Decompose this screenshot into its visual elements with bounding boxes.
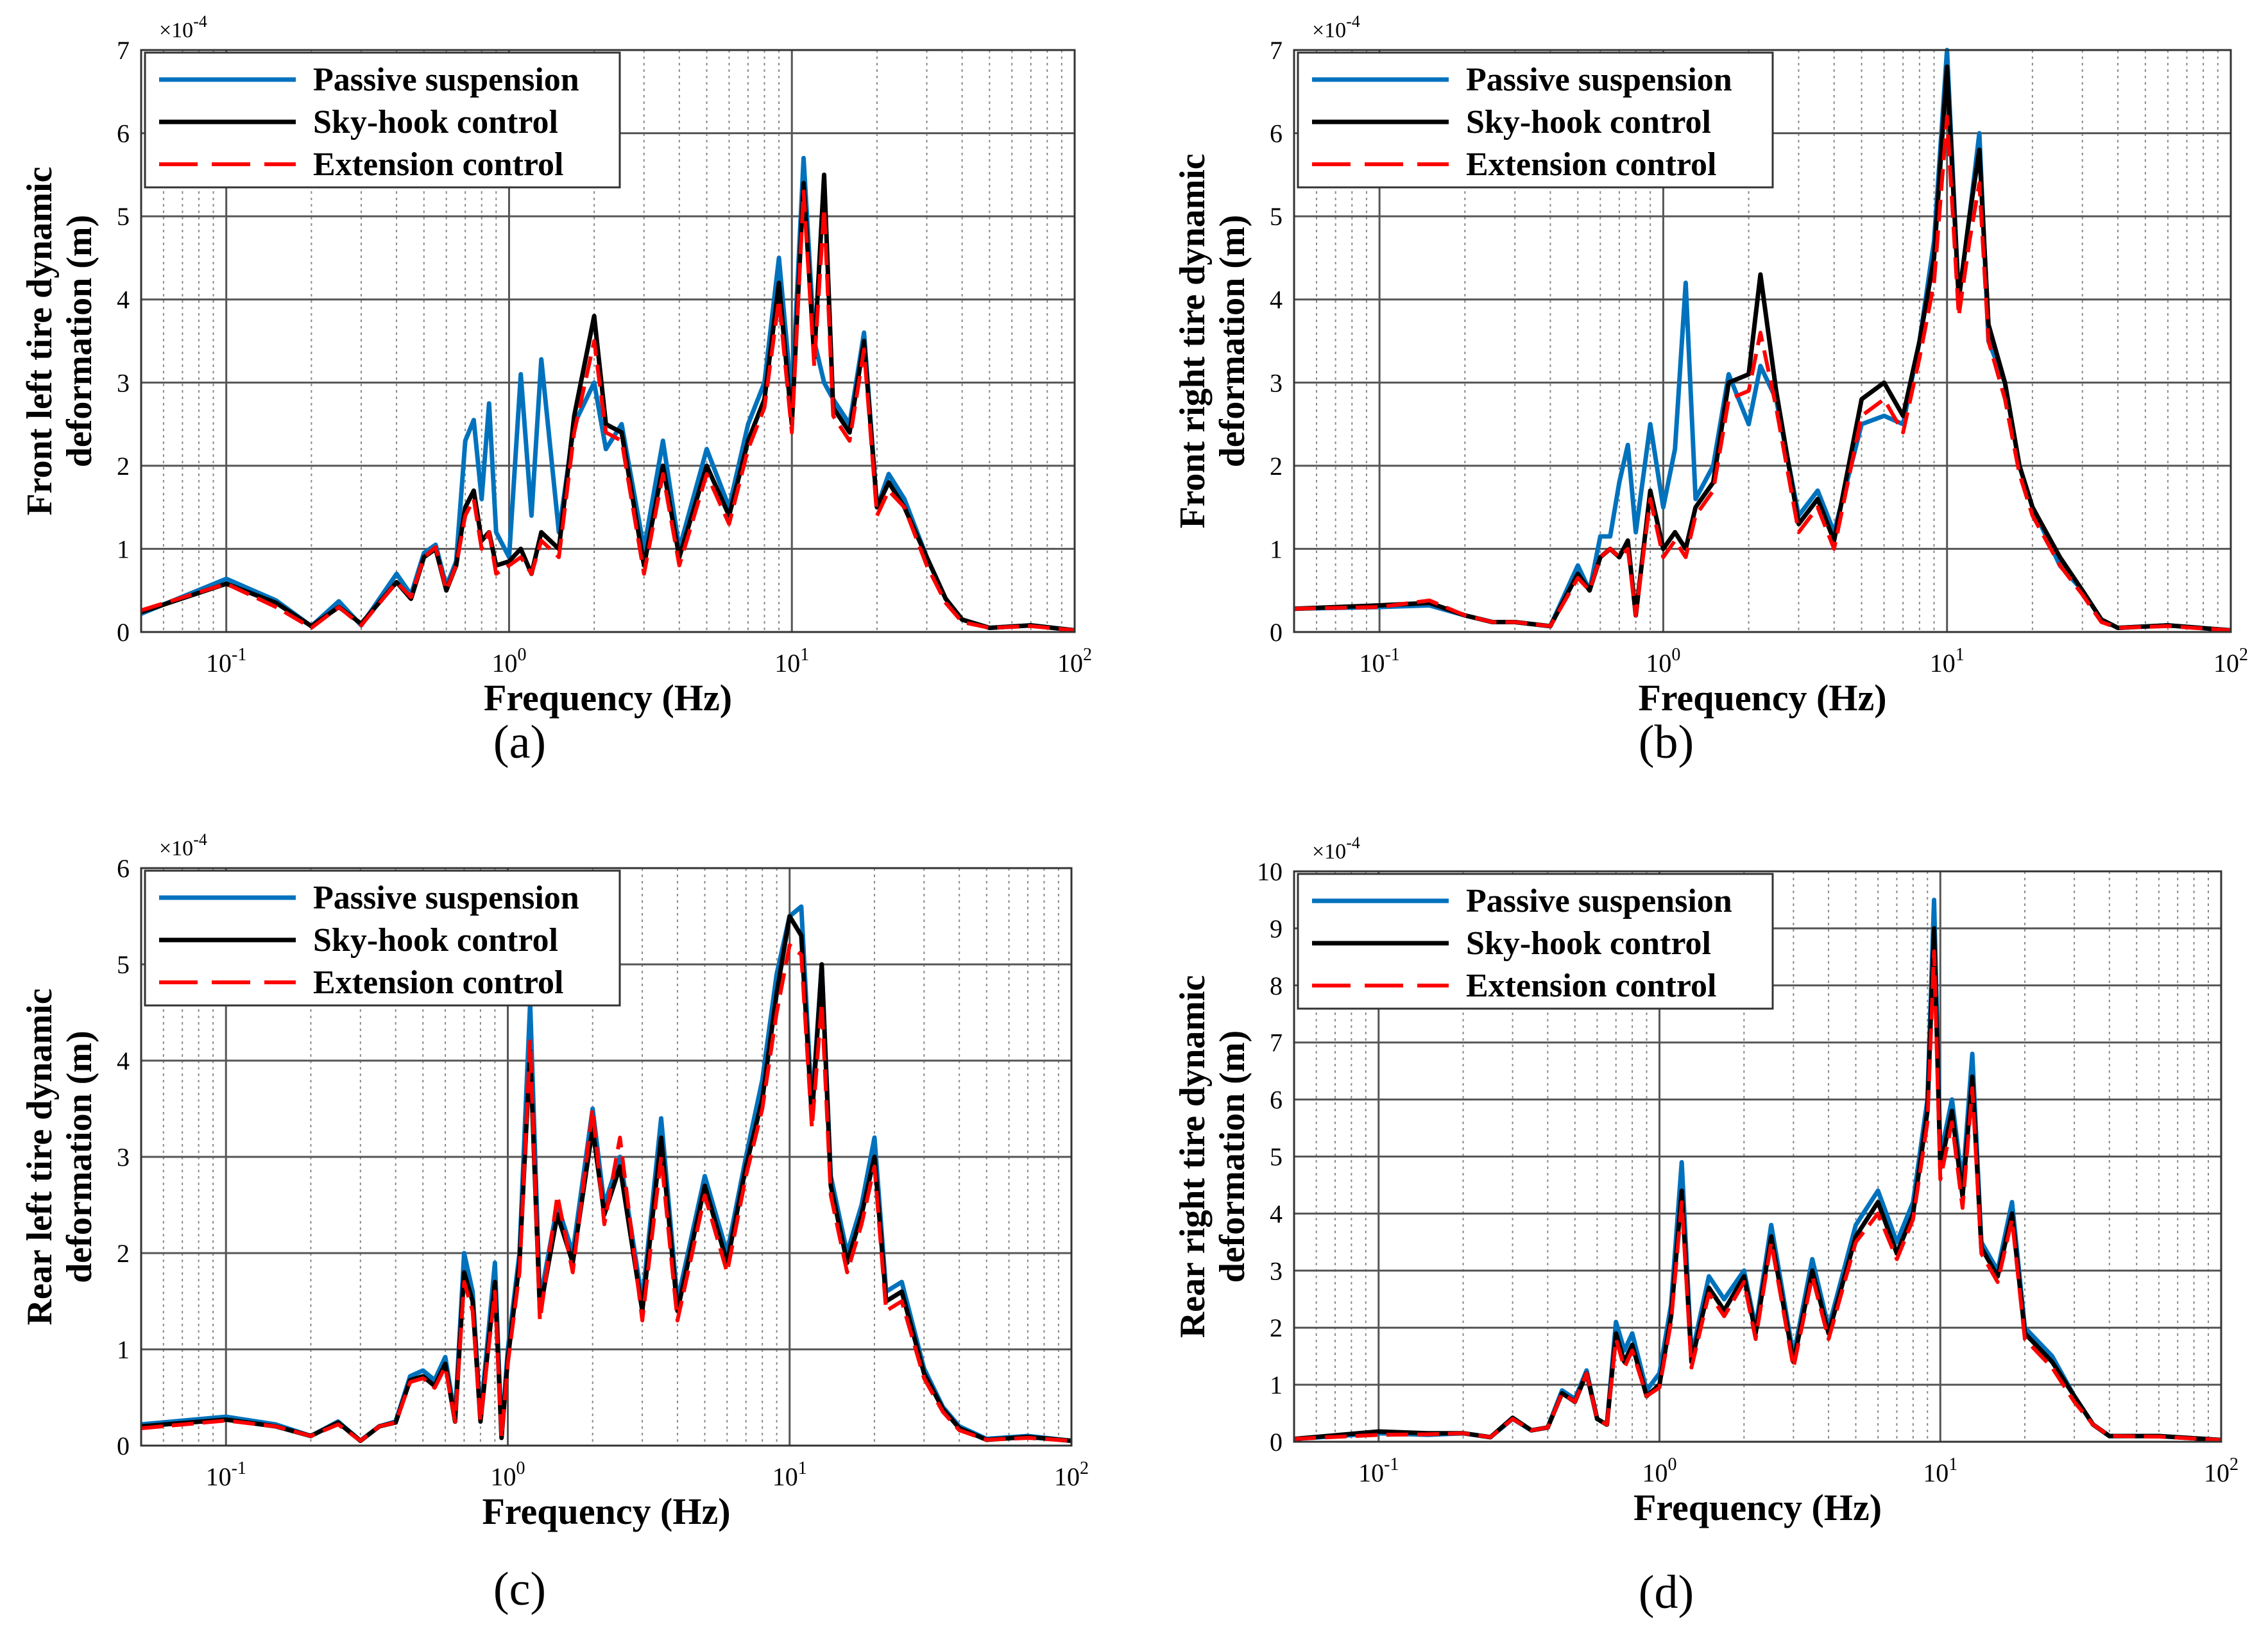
chart-panel: 0 1 2 3 4 5 6 7 10-1 100 101 102 ×10-4 Frequency (Hz)… bbox=[1134, 0, 2267, 825]
y-tick-label: 5 bbox=[117, 950, 130, 979]
legend-label: Passive suspension bbox=[313, 62, 579, 98]
subfigure-caption: (d) bbox=[1638, 1566, 1694, 1619]
legend-label: Extension control bbox=[1466, 968, 1717, 1004]
x-axis-label: Frequency (Hz) bbox=[1638, 677, 1886, 719]
y-tick-label: 3 bbox=[117, 368, 130, 397]
series-line bbox=[141, 189, 1075, 633]
x-tick-label: 10-1 bbox=[206, 645, 246, 678]
x-tick-label: 101 bbox=[1923, 1455, 1957, 1487]
y-tick-label: 6 bbox=[117, 119, 130, 148]
y-tick-label: 7 bbox=[1270, 36, 1283, 65]
y-tick-label: 6 bbox=[1270, 119, 1283, 148]
y-tick-label: 10 bbox=[1257, 857, 1283, 886]
x-tick-label: 10-1 bbox=[206, 1458, 246, 1491]
y-tick-label: 5 bbox=[1270, 202, 1283, 231]
axes-frame bbox=[140, 867, 1073, 1447]
y-exponent-label: ×10-4 bbox=[159, 830, 207, 860]
x-tick-label: 102 bbox=[1054, 1458, 1089, 1491]
chart-svg: 0 1 2 3 4 5 6 7 10-1 100 101 102 ×10-4 Frequency (Hz)… bbox=[20, 12, 1092, 719]
y-tick-label: 5 bbox=[1270, 1143, 1283, 1172]
y-tick-label: 2 bbox=[1270, 452, 1283, 481]
x-tick-label: 100 bbox=[491, 645, 526, 678]
legend-label: Passive suspension bbox=[313, 880, 579, 916]
y-exponent-label: ×10-4 bbox=[1312, 12, 1360, 42]
x-tick-label: 102 bbox=[2204, 1455, 2238, 1487]
chart-panel: 0 1 2 3 4 5 6 10-1 100 101 102 ×10-4 Frequency (Hz) R… bbox=[0, 825, 1134, 1649]
x-tick-label: 100 bbox=[1646, 645, 1680, 678]
y-axis-label: deformation (m) bbox=[1213, 215, 1252, 467]
y-tick-label: 5 bbox=[117, 202, 130, 231]
y-axis-label: Rear right tire dynamic bbox=[1173, 975, 1213, 1338]
y-tick-label: 3 bbox=[1270, 1256, 1283, 1285]
subfigure-caption: (c) bbox=[493, 1563, 547, 1616]
x-axis-label: Frequency (Hz) bbox=[482, 1491, 730, 1532]
y-exponent-label: ×10-4 bbox=[1312, 833, 1360, 864]
legend-label: Sky-hook control bbox=[313, 922, 558, 959]
y-axis-label: deformation (m) bbox=[1213, 1030, 1252, 1283]
legend-label: Extension control bbox=[313, 146, 564, 183]
x-tick-label: 102 bbox=[2213, 645, 2248, 678]
x-tick-label: 101 bbox=[772, 1458, 807, 1491]
y-tick-label: 7 bbox=[117, 36, 130, 65]
x-tick-label: 101 bbox=[1930, 645, 1965, 678]
chart-panel: 0 1 2 3 4 5 6 7 8 9 10 10-1 100 101 102 ×10-4 Frequency … bbox=[1134, 825, 2267, 1649]
legend-label: Sky-hook control bbox=[1466, 925, 1711, 962]
y-tick-label: 0 bbox=[1270, 618, 1283, 647]
y-tick-label: 3 bbox=[1270, 368, 1283, 397]
y-tick-label: 6 bbox=[117, 854, 130, 883]
subfigure-caption: (b) bbox=[1638, 716, 1694, 769]
y-tick-label: 0 bbox=[117, 618, 130, 647]
x-axis-label: Frequency (Hz) bbox=[1633, 1487, 1882, 1528]
y-tick-label: 4 bbox=[1270, 1199, 1283, 1228]
x-tick-label: 102 bbox=[1057, 645, 1092, 678]
axes-frame bbox=[1293, 870, 2222, 1443]
y-axis-label: Rear left tire dynamic bbox=[20, 988, 60, 1325]
legend-label: Passive suspension bbox=[1466, 62, 1732, 98]
y-tick-label: 1 bbox=[1270, 1371, 1283, 1399]
x-tick-label: 100 bbox=[490, 1458, 525, 1491]
y-exponent-label: ×10-4 bbox=[159, 12, 207, 42]
y-tick-label: 2 bbox=[1270, 1313, 1283, 1342]
y-axis-label: deformation (m) bbox=[60, 1030, 99, 1283]
y-axis-label: Front right tire dynamic bbox=[1173, 153, 1213, 528]
y-tick-label: 9 bbox=[1270, 914, 1283, 943]
x-tick-label: 10-1 bbox=[1358, 1455, 1399, 1487]
y-tick-label: 8 bbox=[1270, 971, 1283, 1000]
axes-frame bbox=[1293, 49, 2232, 633]
axes-frame bbox=[140, 49, 1076, 633]
y-axis-label: Front left tire dynamic bbox=[20, 167, 60, 516]
y-tick-label: 4 bbox=[117, 1047, 130, 1075]
y-tick-label: 6 bbox=[1270, 1086, 1283, 1115]
chart-svg: 0 1 2 3 4 5 6 10-1 100 101 102 ×10-4 Frequency (Hz) R… bbox=[20, 830, 1089, 1532]
series-line bbox=[140, 172, 1075, 633]
y-tick-label: 1 bbox=[117, 1335, 130, 1364]
series-line bbox=[1293, 949, 2222, 1442]
y-tick-label: 2 bbox=[117, 452, 130, 481]
y-tick-label: 4 bbox=[1270, 286, 1283, 314]
legend-label: Sky-hook control bbox=[313, 104, 558, 141]
series-line bbox=[141, 943, 1072, 1443]
y-tick-label: 4 bbox=[117, 286, 130, 314]
legend-label: Passive suspension bbox=[1466, 883, 1732, 919]
y-tick-label: 3 bbox=[117, 1143, 130, 1172]
y-tick-label: 1 bbox=[1270, 534, 1283, 563]
legend-label: Sky-hook control bbox=[1466, 104, 1711, 141]
legend-label: Extension control bbox=[1466, 146, 1717, 183]
y-tick-label: 2 bbox=[117, 1239, 130, 1268]
subfigure-caption: (a) bbox=[493, 716, 547, 769]
chart-panel: 0 1 2 3 4 5 6 7 10-1 100 101 102 ×10-4 Frequency (Hz)… bbox=[0, 0, 1134, 825]
chart-svg: 0 1 2 3 4 5 6 7 8 9 10 10-1 100 101 102 ×10-4 Frequency … bbox=[1173, 833, 2238, 1528]
y-tick-label: 7 bbox=[1270, 1029, 1283, 1057]
legend-label: Extension control bbox=[313, 964, 564, 1001]
chart-svg: 0 1 2 3 4 5 6 7 10-1 100 101 102 ×10-4 Frequency (Hz)… bbox=[1173, 12, 2248, 719]
series-line bbox=[1293, 114, 2231, 633]
y-tick-label: 0 bbox=[117, 1431, 130, 1460]
y-tick-label: 1 bbox=[117, 534, 130, 563]
x-tick-label: 100 bbox=[1642, 1455, 1677, 1487]
x-tick-label: 10-1 bbox=[1359, 645, 1399, 678]
x-axis-label: Frequency (Hz) bbox=[484, 677, 732, 719]
y-tick-label: 0 bbox=[1270, 1428, 1283, 1457]
y-axis-label: deformation (m) bbox=[60, 215, 99, 467]
x-tick-label: 101 bbox=[774, 645, 809, 678]
